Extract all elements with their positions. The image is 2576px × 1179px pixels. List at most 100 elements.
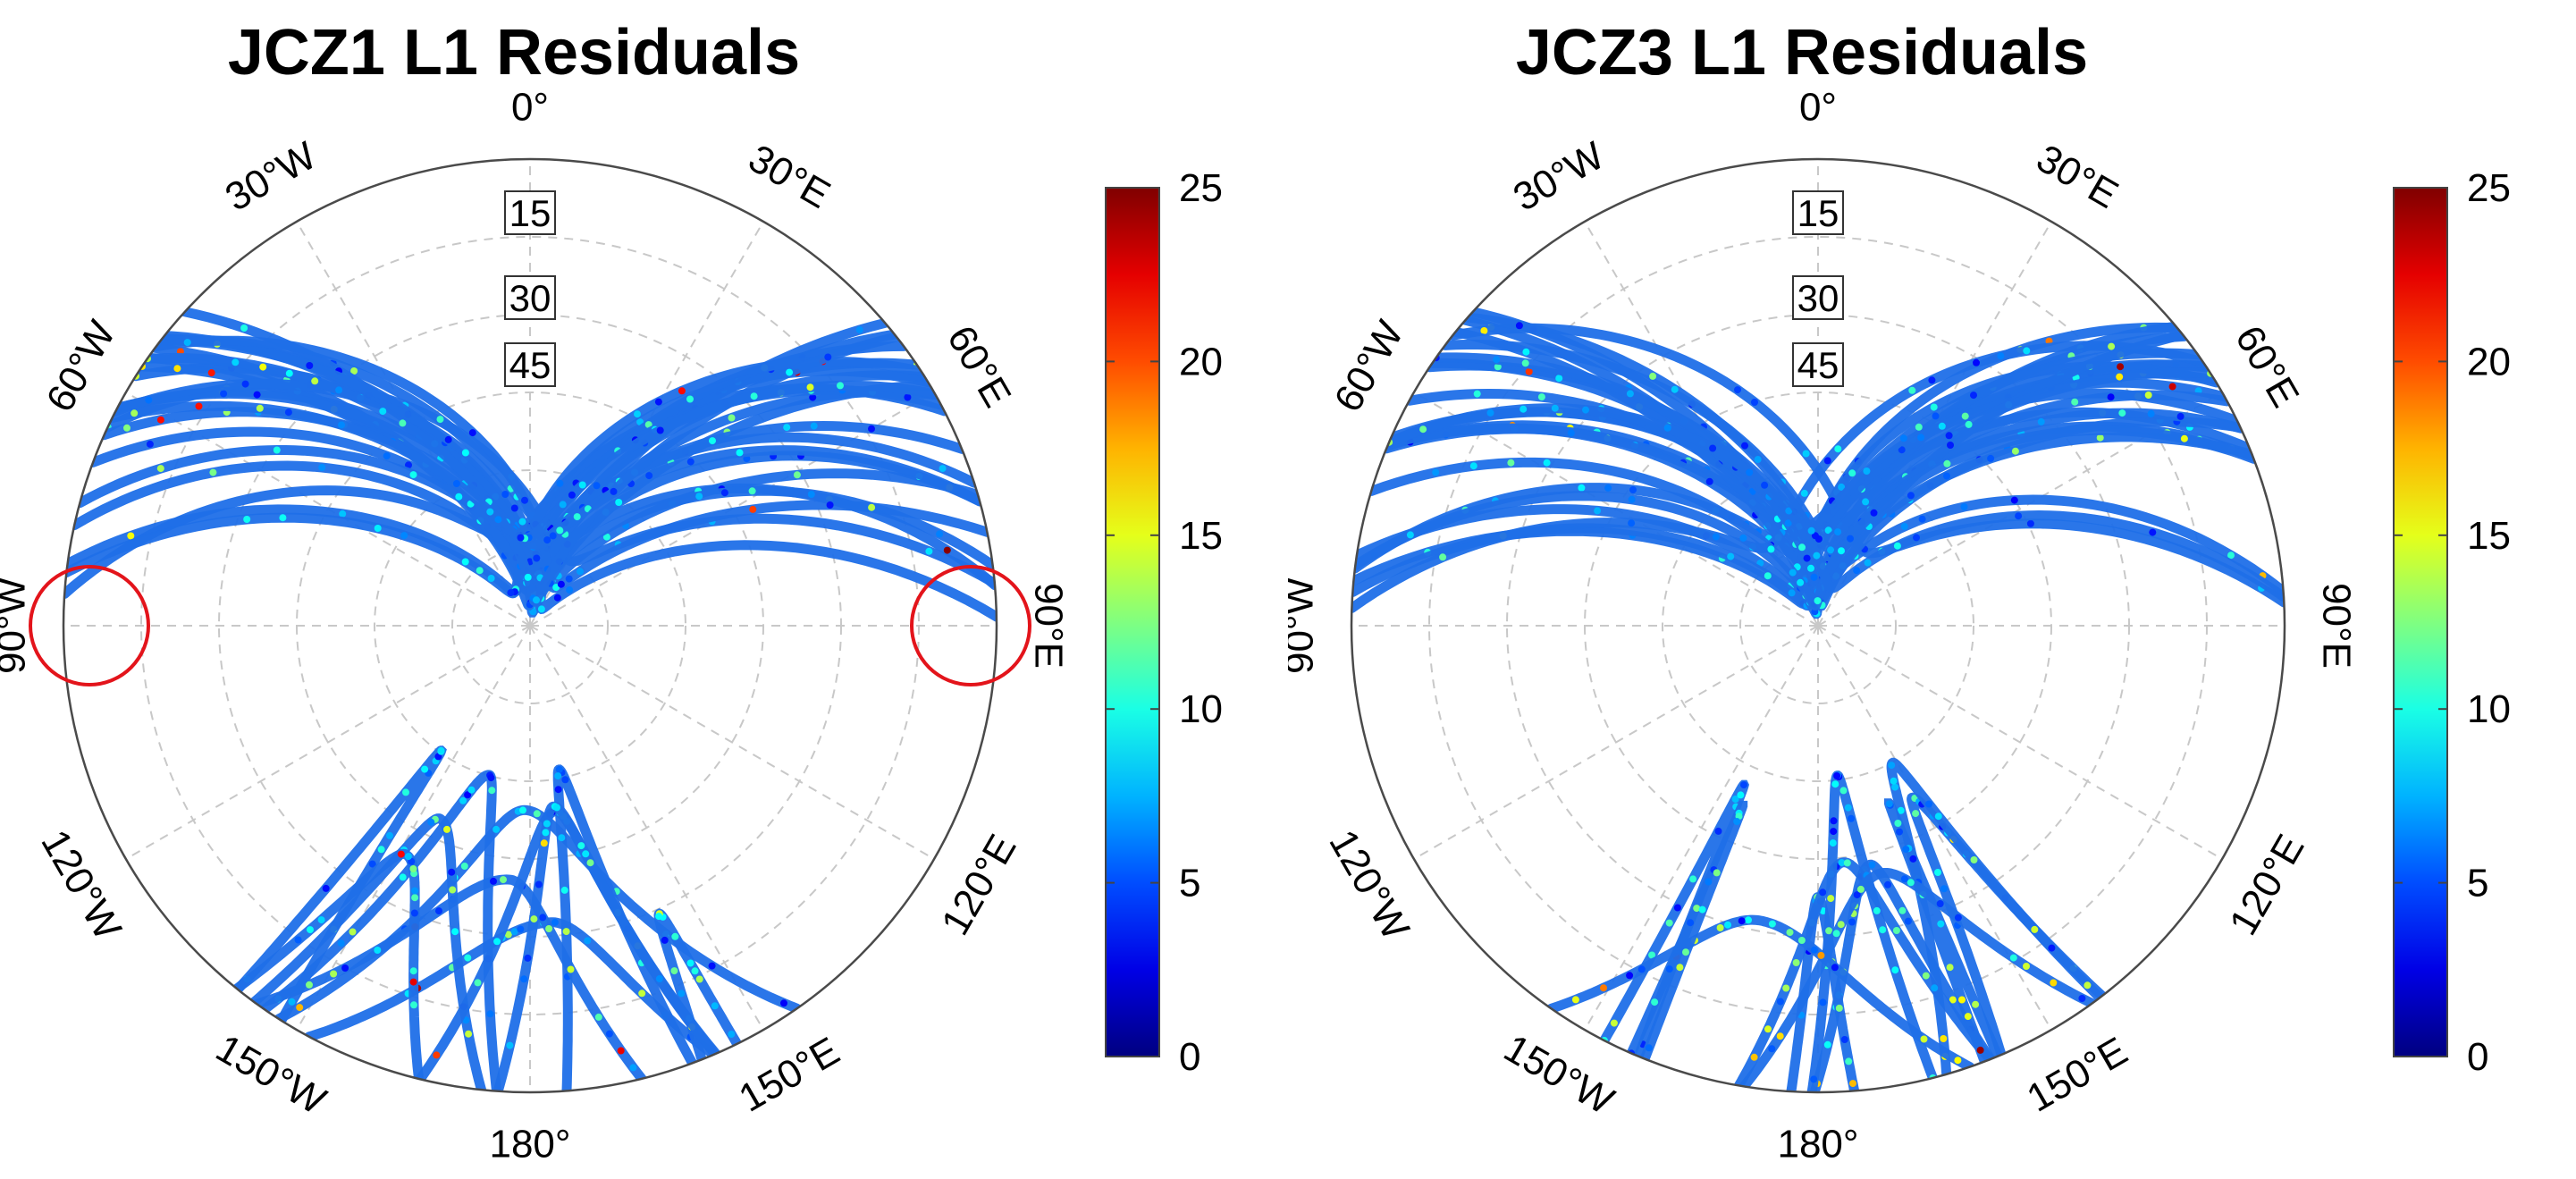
residual-dot bbox=[500, 876, 507, 884]
residual-dot bbox=[1912, 810, 1920, 818]
angular-tick-label: 180° bbox=[1777, 1123, 1858, 1166]
residual-dot bbox=[1738, 917, 1746, 925]
residual-dot bbox=[748, 487, 756, 495]
residual-dot bbox=[543, 820, 551, 828]
residual-dot bbox=[468, 429, 476, 437]
residual-dot bbox=[1522, 348, 1530, 356]
residual-dot bbox=[337, 939, 345, 947]
residual-dot bbox=[494, 516, 502, 524]
radial-tick-label: 15 bbox=[509, 192, 551, 234]
residual-dot bbox=[1925, 800, 1932, 808]
radial-tick-label: 30 bbox=[509, 277, 551, 319]
colorbar-tick-label: 20 bbox=[2467, 340, 2511, 383]
residual-dot bbox=[1831, 780, 1839, 788]
residual-dot bbox=[368, 860, 376, 868]
radial-tick: 45 bbox=[504, 342, 556, 387]
residual-dot bbox=[1922, 972, 1930, 980]
residual-dot bbox=[273, 446, 281, 454]
residual-dot bbox=[1571, 996, 1579, 1004]
residual-dot bbox=[695, 975, 703, 983]
residual-dot bbox=[349, 928, 357, 936]
residual-dot bbox=[573, 513, 581, 521]
residual-dot bbox=[1848, 469, 1856, 477]
residual-dot bbox=[1965, 420, 1973, 428]
angular-tick-label: 0° bbox=[511, 86, 549, 130]
colorbar-tick-label: 0 bbox=[2467, 1035, 2488, 1079]
residual-dot bbox=[2015, 512, 2023, 520]
residual-dot bbox=[520, 975, 528, 983]
residual-dot bbox=[1698, 905, 1706, 914]
residual-dot bbox=[449, 886, 457, 894]
residual-dot bbox=[448, 868, 456, 876]
angular-tick-label: 180° bbox=[489, 1123, 570, 1166]
residual-dot bbox=[1784, 519, 1792, 527]
residual-dot bbox=[655, 975, 663, 982]
colorbar-tick-label: 15 bbox=[1179, 514, 1223, 558]
residual-dot bbox=[1972, 1000, 1980, 1008]
residual-dot bbox=[2176, 412, 2185, 420]
residual-dot bbox=[506, 1041, 514, 1049]
chart-panel-jcz1: JCZ1 L1 Residuals 15 30 45 0° 30°E 60°E 90°E 12… bbox=[0, 17, 1223, 1166]
residual-dot bbox=[1610, 1019, 1618, 1027]
residual-dot bbox=[1831, 964, 1839, 972]
residual-dot bbox=[399, 419, 407, 427]
residual-dot bbox=[1839, 787, 1848, 795]
residual-dot bbox=[410, 909, 418, 917]
residual-dot bbox=[1849, 1080, 1856, 1088]
residual-dot bbox=[1893, 542, 1901, 550]
residual-dot bbox=[868, 425, 875, 433]
radial-tick-box bbox=[504, 275, 556, 320]
residual-dot bbox=[1665, 965, 1673, 973]
residual-dot bbox=[2180, 434, 2188, 442]
residual-dot bbox=[524, 573, 532, 581]
residual-dot bbox=[594, 1013, 602, 1021]
residual-dot bbox=[379, 408, 387, 416]
residual-dot bbox=[1834, 528, 1842, 536]
residual-dot bbox=[405, 461, 412, 469]
residual-dot bbox=[1898, 446, 1906, 454]
residual-dot bbox=[1829, 839, 1837, 847]
residual-dot bbox=[577, 842, 585, 850]
residual-dot bbox=[678, 990, 686, 998]
residual-dot bbox=[1582, 406, 1589, 414]
residual-dot bbox=[810, 422, 818, 430]
residual-dot bbox=[437, 746, 445, 754]
residual-dot bbox=[127, 532, 135, 540]
residual-dot bbox=[2108, 342, 2116, 350]
residual-dot bbox=[1713, 869, 1721, 877]
residual-dot bbox=[1746, 468, 1754, 476]
chart-panel-jcz3: JCZ3 L1 Residuals 15 30 45 0° 30°E 60°E 90°E 12… bbox=[1288, 0, 2576, 1179]
residual-dot bbox=[1626, 390, 1634, 398]
residual-dot bbox=[397, 850, 405, 858]
residual-dot bbox=[943, 546, 951, 554]
residual-dot bbox=[678, 387, 686, 395]
residual-dot bbox=[1902, 846, 1910, 854]
angular-tick-label: 30°E bbox=[741, 137, 838, 217]
residual-dot bbox=[1767, 545, 1775, 553]
residual-dot bbox=[2026, 519, 2034, 527]
residual-dot bbox=[409, 865, 417, 872]
residual-dot bbox=[1823, 457, 1831, 465]
residual-dot bbox=[452, 480, 460, 487]
residual-dots bbox=[1768, 875, 2086, 1053]
residual-dot bbox=[837, 382, 844, 390]
radial-tick: 45 bbox=[1792, 342, 1844, 387]
residual-dot bbox=[1716, 924, 1724, 931]
residual-dot bbox=[2147, 409, 2155, 417]
residual-dot bbox=[488, 787, 496, 795]
residual-dot bbox=[2107, 393, 2115, 401]
residual-dot bbox=[436, 416, 444, 424]
residual-dot bbox=[2116, 373, 2124, 381]
residual-dots bbox=[1432, 434, 2188, 605]
residual-dot bbox=[780, 999, 787, 1007]
residual-dot bbox=[1567, 429, 1575, 437]
residual-dot bbox=[1813, 552, 1821, 560]
residual-dot bbox=[241, 380, 249, 388]
residual-dot bbox=[1954, 914, 1962, 922]
residual-dot bbox=[1873, 906, 1881, 914]
residual-dot bbox=[1693, 905, 1701, 913]
residual-dot bbox=[296, 1004, 304, 1012]
residual-dot bbox=[1870, 509, 1878, 517]
residual-dot bbox=[551, 918, 559, 926]
chart-title: JCZ1 L1 Residuals bbox=[227, 17, 801, 88]
